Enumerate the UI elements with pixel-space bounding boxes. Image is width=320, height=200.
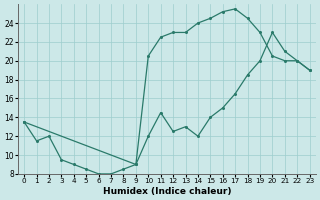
X-axis label: Humidex (Indice chaleur): Humidex (Indice chaleur) xyxy=(103,187,231,196)
